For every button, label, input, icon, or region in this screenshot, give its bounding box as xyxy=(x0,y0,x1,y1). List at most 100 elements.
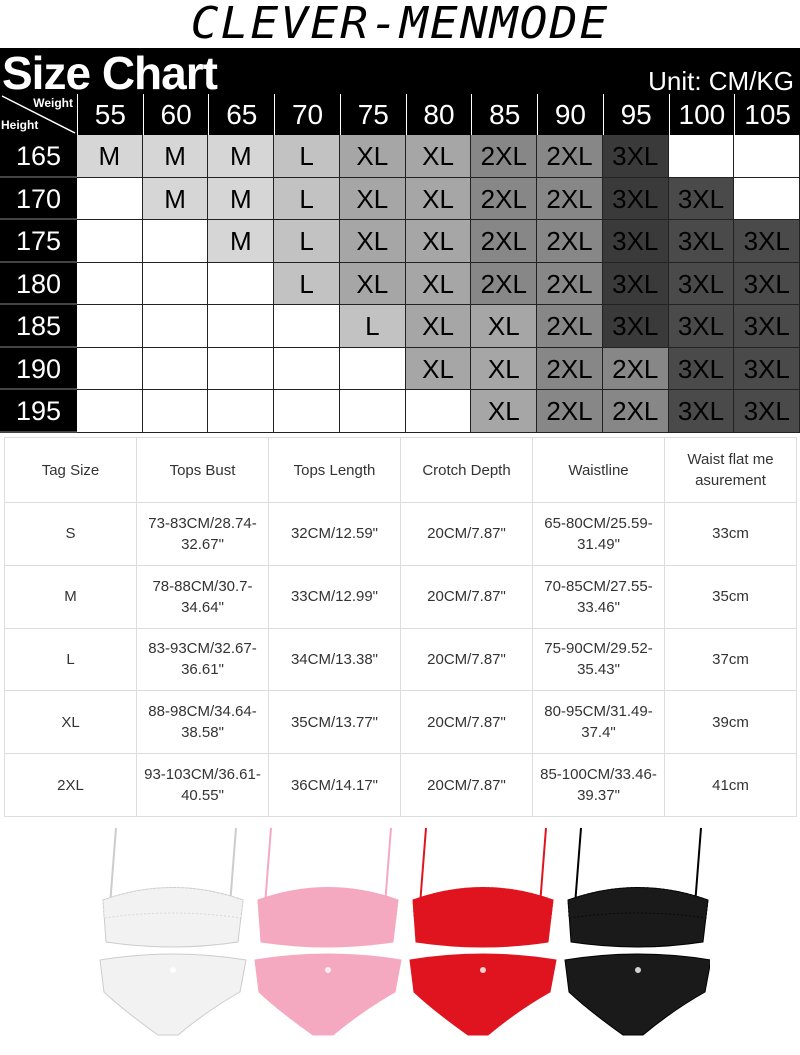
weight-label: Weight xyxy=(33,96,73,110)
product-images xyxy=(90,820,712,1050)
column-header: Tops Bust xyxy=(136,437,269,503)
table-row: S 73-83CM/28.74-32.67" 32CM/12.59" 20CM/7.8… xyxy=(4,502,797,566)
black-lingerie-set xyxy=(564,827,712,1036)
size-cell xyxy=(208,347,275,390)
size-cell: 3XL xyxy=(668,305,735,348)
size-cell: 3XL xyxy=(602,305,669,348)
size-cell xyxy=(77,347,143,390)
weight-header: 55 xyxy=(77,94,143,135)
red-lingerie-set xyxy=(409,827,557,1036)
table-cell: 20CM/7.87" xyxy=(400,627,533,692)
size-cell: 3XL xyxy=(602,135,669,178)
table-cell: 75-90CM/29.52-35.43" xyxy=(532,627,665,692)
table-cell: 70-85CM/27.55-33.46" xyxy=(532,564,665,629)
size-chart-title: Size Chart xyxy=(2,47,218,99)
table-cell: 35CM/13.77" xyxy=(268,690,401,755)
table-cell: 34CM/13.38" xyxy=(268,627,401,692)
table-cell: 37cm xyxy=(664,627,797,692)
size-cell: XL xyxy=(471,347,538,390)
size-cell xyxy=(77,305,143,348)
size-cell: 2XL xyxy=(537,135,603,178)
measurement-table: Tag Size Tops Bust Tops Length Crotch Depth… xyxy=(4,437,797,817)
size-cell: 2XL xyxy=(537,305,603,348)
size-cell: 2XL xyxy=(471,135,538,178)
size-cell xyxy=(734,177,800,220)
size-cell: XL xyxy=(405,305,472,348)
size-cell xyxy=(142,390,209,433)
size-cell xyxy=(142,347,209,390)
size-cell xyxy=(339,347,406,390)
column-header: Crotch Depth xyxy=(400,437,533,503)
weight-header: 65 xyxy=(208,94,274,135)
corner-header: Weight Height xyxy=(0,94,77,135)
size-cell: 3XL xyxy=(734,390,800,433)
height-header: 175 xyxy=(0,220,77,263)
brand-logo: CLEVER-MENMODE xyxy=(190,0,610,49)
size-cell: L xyxy=(274,262,340,305)
size-cell: XL xyxy=(471,390,538,433)
weight-header: 80 xyxy=(405,94,472,135)
size-cell: XL xyxy=(405,262,472,305)
size-row: 185 L XL XL 2XL 3XL 3XL 3XL xyxy=(0,305,800,348)
size-grid: 165 M M M L XL XL 2XL 2XL 3XL 170 M M L XL XL 2XL 2XL 3XL 3… xyxy=(0,135,800,433)
size-cell: XL xyxy=(405,220,472,263)
column-header: Tag Size xyxy=(4,437,137,503)
unit-label: Unit: CM/KG xyxy=(648,66,794,96)
size-cell: M xyxy=(142,177,209,220)
size-cell xyxy=(142,220,209,263)
size-cell xyxy=(339,390,406,433)
size-row: 195 XL 2XL 2XL 3XL 3XL xyxy=(0,390,800,433)
table-cell: 41cm xyxy=(664,753,797,817)
size-cell: XL xyxy=(339,262,406,305)
size-cell: 3XL xyxy=(734,220,800,263)
weight-header: 95 xyxy=(602,94,669,135)
weight-header: 100 xyxy=(668,94,735,135)
size-row: 190 XL XL 2XL 2XL 3XL 3XL xyxy=(0,347,800,390)
size-cell xyxy=(77,177,143,220)
pink-lingerie-set xyxy=(254,827,402,1036)
size-cell: 3XL xyxy=(602,262,669,305)
height-header: 185 xyxy=(0,305,77,348)
column-header: Waistline xyxy=(532,437,665,503)
size-cell: M xyxy=(208,177,275,220)
size-row: 165 M M M L XL XL 2XL 2XL 3XL xyxy=(0,135,800,178)
table-cell: 35cm xyxy=(664,564,797,629)
size-cell: XL xyxy=(405,135,472,178)
size-cell: 3XL xyxy=(668,220,735,263)
table-cell: 88-98CM/34.64-38.58" xyxy=(136,690,269,755)
weight-header: 90 xyxy=(537,94,603,135)
size-cell: 3XL xyxy=(668,390,735,433)
size-cell xyxy=(405,390,472,433)
size-cell: XL xyxy=(471,305,538,348)
size-cell: 3XL xyxy=(602,220,669,263)
size-cell xyxy=(274,347,340,390)
size-cell: 3XL xyxy=(668,347,735,390)
size-cell: 3XL xyxy=(668,262,735,305)
size-cell xyxy=(274,390,340,433)
size-row: 180 L XL XL 2XL 2XL 3XL 3XL 3XL xyxy=(0,262,800,305)
size-cell xyxy=(77,390,143,433)
weight-header: 70 xyxy=(274,94,340,135)
size-cell: M xyxy=(208,220,275,263)
size-cell: L xyxy=(274,177,340,220)
size-cell: 2XL xyxy=(602,390,669,433)
size-cell xyxy=(142,262,209,305)
table-cell: L xyxy=(4,627,137,692)
size-cell: M xyxy=(208,135,275,178)
size-cell xyxy=(274,305,340,348)
table-cell: 20CM/7.87" xyxy=(400,753,533,817)
table-cell: 36CM/14.17" xyxy=(268,753,401,817)
table-cell: 83-93CM/32.67-36.61" xyxy=(136,627,269,692)
size-cell: XL xyxy=(339,177,406,220)
size-row: 175 M L XL XL 2XL 2XL 3XL 3XL 3XL xyxy=(0,220,800,263)
white-lingerie-set xyxy=(99,827,247,1036)
weight-header: 75 xyxy=(339,94,406,135)
size-cell: 2XL xyxy=(537,262,603,305)
size-row: 170 M M L XL XL 2XL 2XL 3XL 3XL xyxy=(0,177,800,220)
size-cell: L xyxy=(339,305,406,348)
column-header: Tops Length xyxy=(268,437,401,503)
table-cell: 65-80CM/25.59-31.49" xyxy=(532,502,665,566)
size-cell xyxy=(142,305,209,348)
table-cell: 78-88CM/30.7-34.64" xyxy=(136,564,269,629)
size-cell xyxy=(208,305,275,348)
